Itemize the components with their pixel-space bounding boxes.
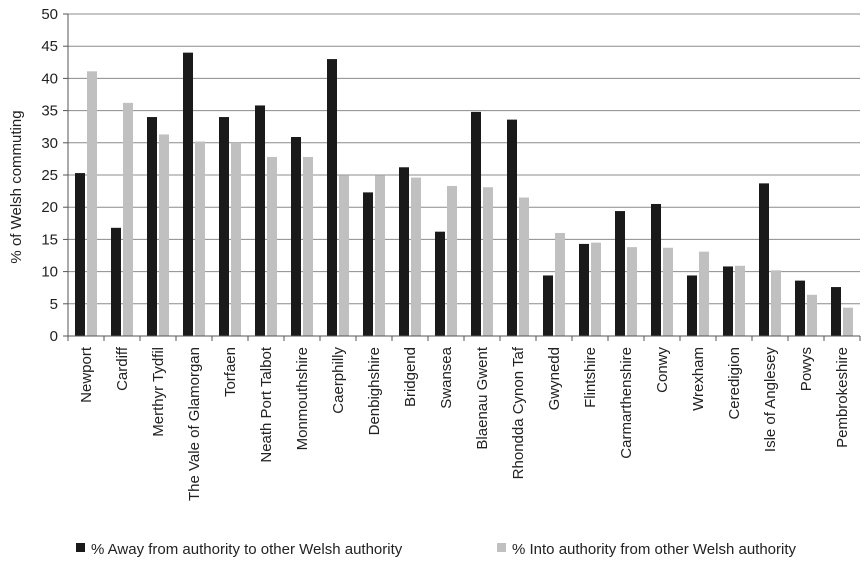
bar-away xyxy=(75,173,85,336)
y-tick-label: 25 xyxy=(41,167,58,184)
y-tick-label: 40 xyxy=(41,70,58,87)
x-category-label: Cardiff xyxy=(114,346,131,391)
x-category-label: Conwy xyxy=(654,347,671,393)
bar-away xyxy=(363,192,373,336)
y-axis-title: % of Welsh commuting xyxy=(8,110,25,263)
x-category-label: Isle of Anglesey xyxy=(762,347,779,453)
bar-into xyxy=(483,187,493,336)
bar-away xyxy=(291,137,301,336)
y-tick-label: 5 xyxy=(50,296,58,313)
x-category-label: Neath Port Talbot xyxy=(258,346,275,462)
bar-into xyxy=(771,270,781,336)
y-tick-label: 50 xyxy=(41,6,58,23)
legend-swatch-away xyxy=(76,543,85,552)
bar-away xyxy=(651,203,661,336)
y-tick-labels: 0 5 10 15 20 25 30 35 40 45 50 xyxy=(41,6,68,345)
legend-swatch-into xyxy=(497,543,506,552)
y-tick-label: 45 xyxy=(41,38,58,55)
x-category-labels: Newport Cardiff Merthyr Tydfil The Vale of … xyxy=(78,346,851,501)
x-category-label: Caerphilly xyxy=(330,347,347,414)
bar-into xyxy=(303,156,313,336)
y-tick-label: 30 xyxy=(41,135,58,152)
x-category-label: Swansea xyxy=(438,346,455,408)
bar-away xyxy=(831,287,841,336)
x-category-label: Ceredigion xyxy=(726,347,743,420)
bar-into xyxy=(375,175,385,336)
x-category-label: Carmarthenshire xyxy=(618,347,635,459)
bar-into xyxy=(123,102,133,336)
x-category-label: Torfaen xyxy=(222,347,239,397)
legend-label-into: % Into authority from other Welsh author… xyxy=(512,541,797,558)
legend: % Away from authority to other Welsh aut… xyxy=(76,541,797,558)
bar-away xyxy=(507,119,517,336)
bar-away xyxy=(183,52,193,336)
bar-into xyxy=(519,197,529,336)
y-tick-label: 20 xyxy=(41,199,58,216)
bar-into xyxy=(735,265,745,336)
x-category-label: Blaenau Gwent xyxy=(474,346,491,449)
x-category-label: Gwynedd xyxy=(546,347,563,410)
bars xyxy=(75,52,853,337)
bar-away xyxy=(435,231,445,336)
bar-away xyxy=(759,183,769,336)
bar-away xyxy=(147,117,157,336)
bar-away xyxy=(471,111,481,336)
bar-into xyxy=(231,142,241,336)
bar-into xyxy=(267,156,277,336)
bar-away xyxy=(687,275,697,336)
bar-into xyxy=(699,251,709,336)
bar-into xyxy=(627,247,637,336)
bar-away xyxy=(615,211,625,336)
bar-away xyxy=(543,275,553,336)
x-category-label: Merthyr Tydfil xyxy=(150,347,167,437)
x-category-label: Pembrokeshire xyxy=(834,347,851,448)
bar-into xyxy=(843,307,853,336)
bar-away xyxy=(111,227,121,336)
bar-into xyxy=(447,185,457,336)
legend-label-away: % Away from authority to other Welsh aut… xyxy=(91,541,403,558)
x-category-label: Denbighshire xyxy=(366,347,383,435)
y-tick-label: 15 xyxy=(41,231,58,248)
bar-away xyxy=(327,59,337,337)
bar-away xyxy=(723,266,733,336)
bar-into xyxy=(87,71,97,336)
x-category-label: Wrexham xyxy=(690,347,707,411)
x-category-label: Flintshire xyxy=(582,347,599,408)
bar-into xyxy=(663,247,673,336)
x-category-label: Powys xyxy=(798,347,815,391)
y-tick-label: 10 xyxy=(41,264,58,281)
bar-into xyxy=(159,134,169,336)
x-category-label: Monmouthshire xyxy=(294,347,311,450)
bar-into xyxy=(411,177,421,336)
x-category-label: The Vale of Glamorgan xyxy=(186,347,203,501)
bar-away xyxy=(579,243,589,336)
y-tick-label: 0 xyxy=(50,328,58,345)
x-category-label: Rhondda Cynon Taf xyxy=(510,346,527,479)
bar-into xyxy=(807,294,817,336)
bar-away xyxy=(399,167,409,336)
bar-into xyxy=(195,141,205,336)
y-tick-label: 35 xyxy=(41,103,58,120)
bar-away xyxy=(255,105,265,336)
bar-into xyxy=(591,242,601,336)
x-category-label: Newport xyxy=(78,346,95,403)
bar-into xyxy=(555,232,565,336)
bar-away xyxy=(795,280,805,336)
bar-into xyxy=(339,175,349,336)
x-category-label: Bridgend xyxy=(402,347,419,407)
bar-away xyxy=(219,117,229,336)
